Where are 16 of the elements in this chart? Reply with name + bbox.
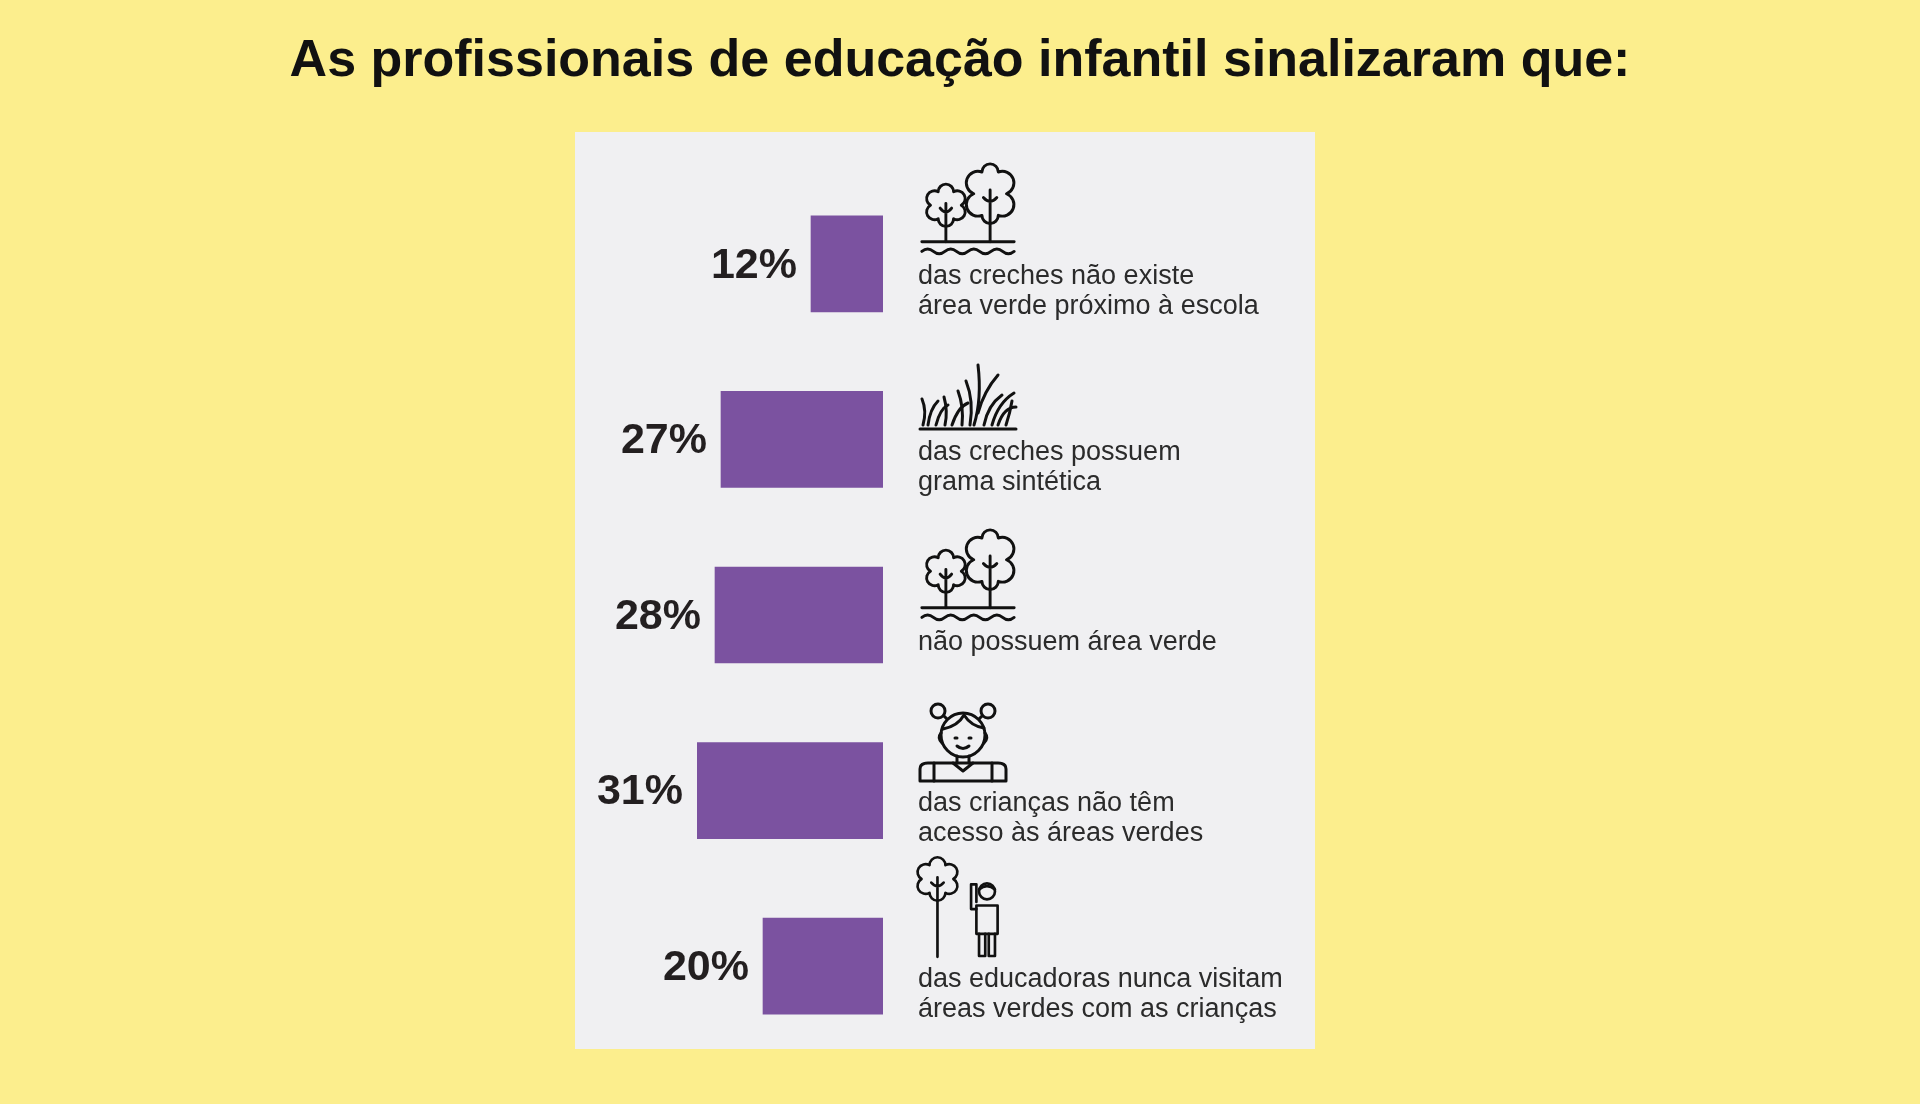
data-label: 28%	[614, 589, 701, 638]
bar	[697, 742, 883, 839]
y-tick-label: das creches não existe área verde próximo à escola	[918, 260, 1260, 321]
y-tick-label: das crianças não têm acesso às áreas verdes	[918, 787, 1204, 848]
data-label: 31%	[596, 765, 683, 814]
data-label: 27%	[620, 414, 707, 463]
bar	[762, 917, 883, 1015]
chart-title: As profissionais de educação infantil sinalizaram que:	[288, 28, 1632, 89]
y-tick-label: não possuem área verde	[918, 626, 1217, 657]
y-tick-label: das educadoras nunca visitam áreas verdes com as crianças	[918, 962, 1283, 1023]
data-label: 20%	[662, 941, 749, 990]
y-tick-label: das creches possuem grama sintética	[918, 435, 1181, 496]
bar	[720, 391, 883, 488]
bar	[714, 566, 883, 664]
bar	[810, 215, 883, 313]
data-label: 12%	[710, 238, 797, 287]
